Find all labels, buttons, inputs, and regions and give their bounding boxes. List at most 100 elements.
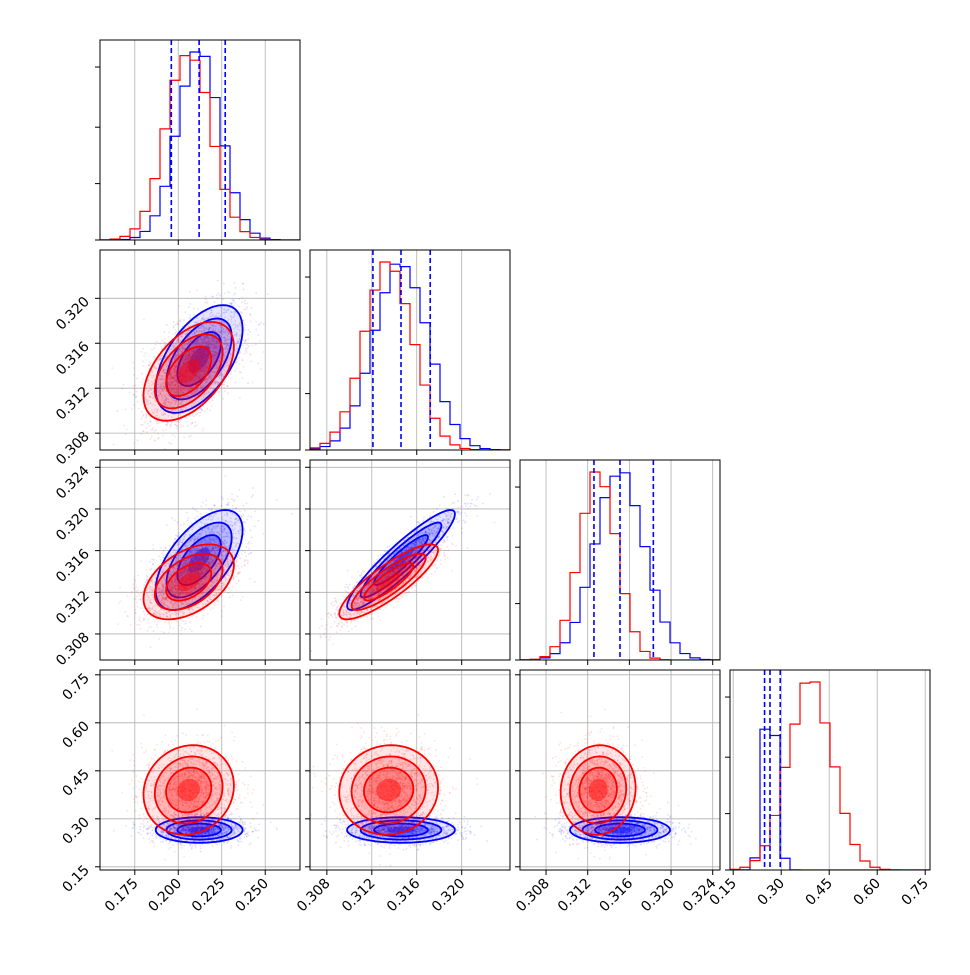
scatter-point	[123, 425, 125, 427]
scatter-point	[244, 300, 246, 302]
scatter-point	[262, 351, 264, 353]
scatter-point	[161, 347, 163, 349]
scatter-point	[232, 505, 234, 507]
scatter-point	[242, 319, 244, 321]
scatter-point	[247, 543, 249, 545]
scatter-point	[149, 438, 151, 440]
scatter-point	[143, 355, 145, 357]
scatter-point	[217, 280, 219, 282]
scatter-point	[232, 508, 234, 510]
scatter-point	[241, 296, 243, 298]
scatter-point	[207, 319, 209, 321]
scatter-point	[178, 532, 180, 534]
scatter-point	[243, 521, 245, 523]
scatter-point	[243, 321, 245, 323]
scatter-point	[142, 430, 144, 432]
scatter-point	[227, 504, 229, 506]
scatter-point	[247, 339, 249, 341]
scatter-point	[159, 559, 161, 561]
scatter-point	[248, 541, 250, 543]
scatter-point	[236, 349, 238, 351]
scatter-point	[188, 306, 190, 308]
scatter-point	[238, 306, 240, 308]
scatter-point	[173, 333, 175, 335]
scatter-point	[200, 626, 202, 628]
scatter-point	[191, 631, 193, 633]
scatter-point	[252, 487, 254, 489]
scatter-point	[185, 417, 187, 419]
scatter-point	[141, 411, 143, 413]
scatter-point	[202, 428, 204, 430]
scatter-point	[133, 385, 135, 387]
scatter-point	[189, 314, 191, 316]
scatter-point	[218, 292, 220, 294]
scatter-point	[129, 392, 131, 394]
scatter-point	[209, 401, 211, 403]
scatter-point	[186, 457, 188, 459]
scatter-point	[176, 536, 178, 538]
scatter-point	[166, 424, 168, 426]
scatter-point	[232, 300, 234, 302]
scatter-point	[205, 499, 207, 501]
scatter-point	[255, 321, 257, 323]
scatter-point	[173, 326, 175, 328]
scatter-point	[222, 384, 224, 386]
scatter-point	[205, 504, 207, 506]
scatter-point	[203, 615, 205, 617]
scatter-point	[140, 433, 142, 435]
scatter-point	[174, 436, 176, 438]
scatter-point	[263, 323, 265, 325]
scatter-point	[250, 321, 252, 323]
scatter-point	[242, 345, 244, 347]
scatter-point	[187, 425, 189, 427]
scatter-point	[231, 498, 233, 500]
scatter-point	[183, 437, 185, 439]
scatter-point	[212, 318, 214, 320]
scatter-point	[143, 611, 145, 613]
scatter-point	[234, 293, 236, 295]
scatter-point	[146, 427, 148, 429]
scatter-point	[242, 339, 244, 341]
scatter-point	[235, 344, 237, 346]
scatter-point	[192, 507, 194, 509]
scatter-point	[212, 296, 214, 298]
scatter-point	[176, 322, 178, 324]
scatter-point	[141, 351, 143, 353]
scatter-point	[181, 627, 183, 629]
scatter-point	[164, 338, 166, 340]
scatter-point	[133, 442, 135, 444]
scatter-point	[126, 429, 128, 431]
scatter-point	[149, 569, 151, 571]
scatter-point	[200, 412, 202, 414]
scatter-point	[133, 587, 135, 589]
scatter-point	[156, 421, 158, 423]
scatter-point	[180, 426, 182, 428]
scatter-point	[240, 515, 242, 517]
scatter-point	[205, 310, 207, 312]
scatter-point	[154, 431, 156, 433]
scatter-point	[218, 394, 220, 396]
scatter-point	[228, 318, 230, 320]
scatter-point	[150, 646, 152, 648]
scatter-point	[197, 308, 199, 310]
scatter-point	[234, 370, 236, 372]
scatter-point	[156, 341, 158, 343]
scatter-point	[255, 344, 257, 346]
scatter-point	[196, 424, 198, 426]
scatter-point	[183, 523, 185, 525]
scatter-point	[125, 433, 127, 435]
scatter-point	[219, 391, 221, 393]
scatter-point	[259, 340, 261, 342]
scatter-point	[159, 343, 161, 345]
scatter-point	[185, 623, 187, 625]
scatter-point	[276, 499, 278, 501]
scatter-point	[202, 311, 204, 313]
scatter-point	[174, 519, 176, 521]
scatter-point	[157, 438, 159, 440]
scatter-point	[227, 392, 229, 394]
scatter-point	[247, 303, 249, 305]
scatter-point	[163, 554, 165, 556]
scatter-point	[199, 320, 201, 322]
scatter-point	[221, 595, 223, 597]
scatter-point	[180, 524, 182, 526]
